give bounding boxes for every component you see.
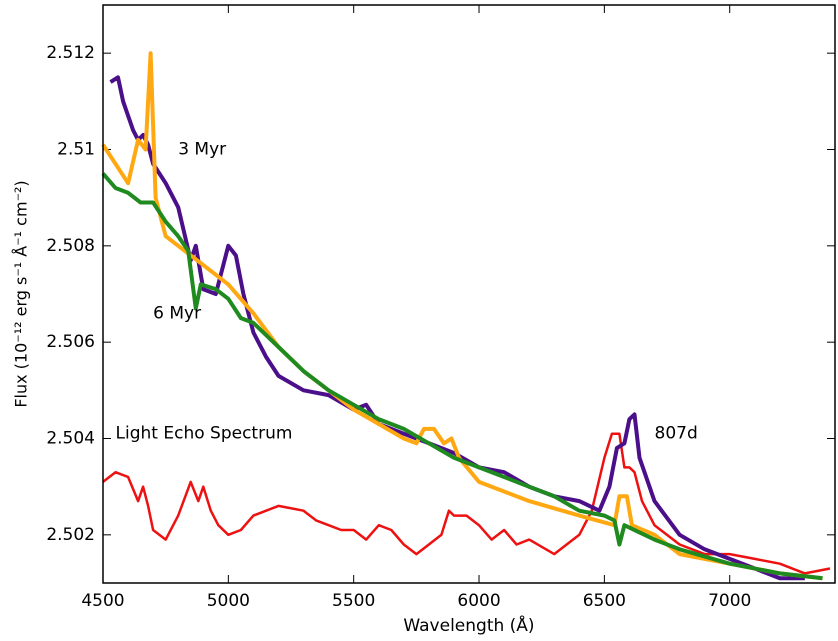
y-tick-label: 2.502	[46, 525, 95, 545]
y-tick-label: 2.504	[46, 429, 95, 449]
x-tick-label: 4500	[81, 591, 124, 611]
x-axis-label: Wavelength (Å)	[403, 614, 534, 636]
plot-frame	[102, 4, 836, 584]
series-label: 807d	[655, 424, 698, 444]
x-tick-label: 6000	[457, 591, 500, 611]
y-tick-label: 2.508	[46, 236, 95, 256]
x-tick-label: 7000	[708, 591, 751, 611]
y-tick-label: 2.51	[57, 140, 95, 160]
x-tick-label: 5500	[332, 591, 375, 611]
y-tick-label: 2.512	[46, 43, 95, 63]
series-label: Light Echo Spectrum	[116, 424, 293, 444]
series-line	[102, 432, 831, 575]
x-tick-label: 6500	[583, 591, 626, 611]
series-line	[101, 51, 823, 581]
x-tick-label: 5000	[207, 591, 250, 611]
series-label: 3 Myr	[178, 140, 226, 160]
series-label: 6 Myr	[153, 303, 201, 323]
y-axis-label: Flux (10⁻¹² erg s⁻¹ Å⁻¹ cm⁻²)	[12, 180, 31, 407]
series-line	[101, 172, 823, 581]
y-tick-label: 2.506	[46, 332, 95, 352]
